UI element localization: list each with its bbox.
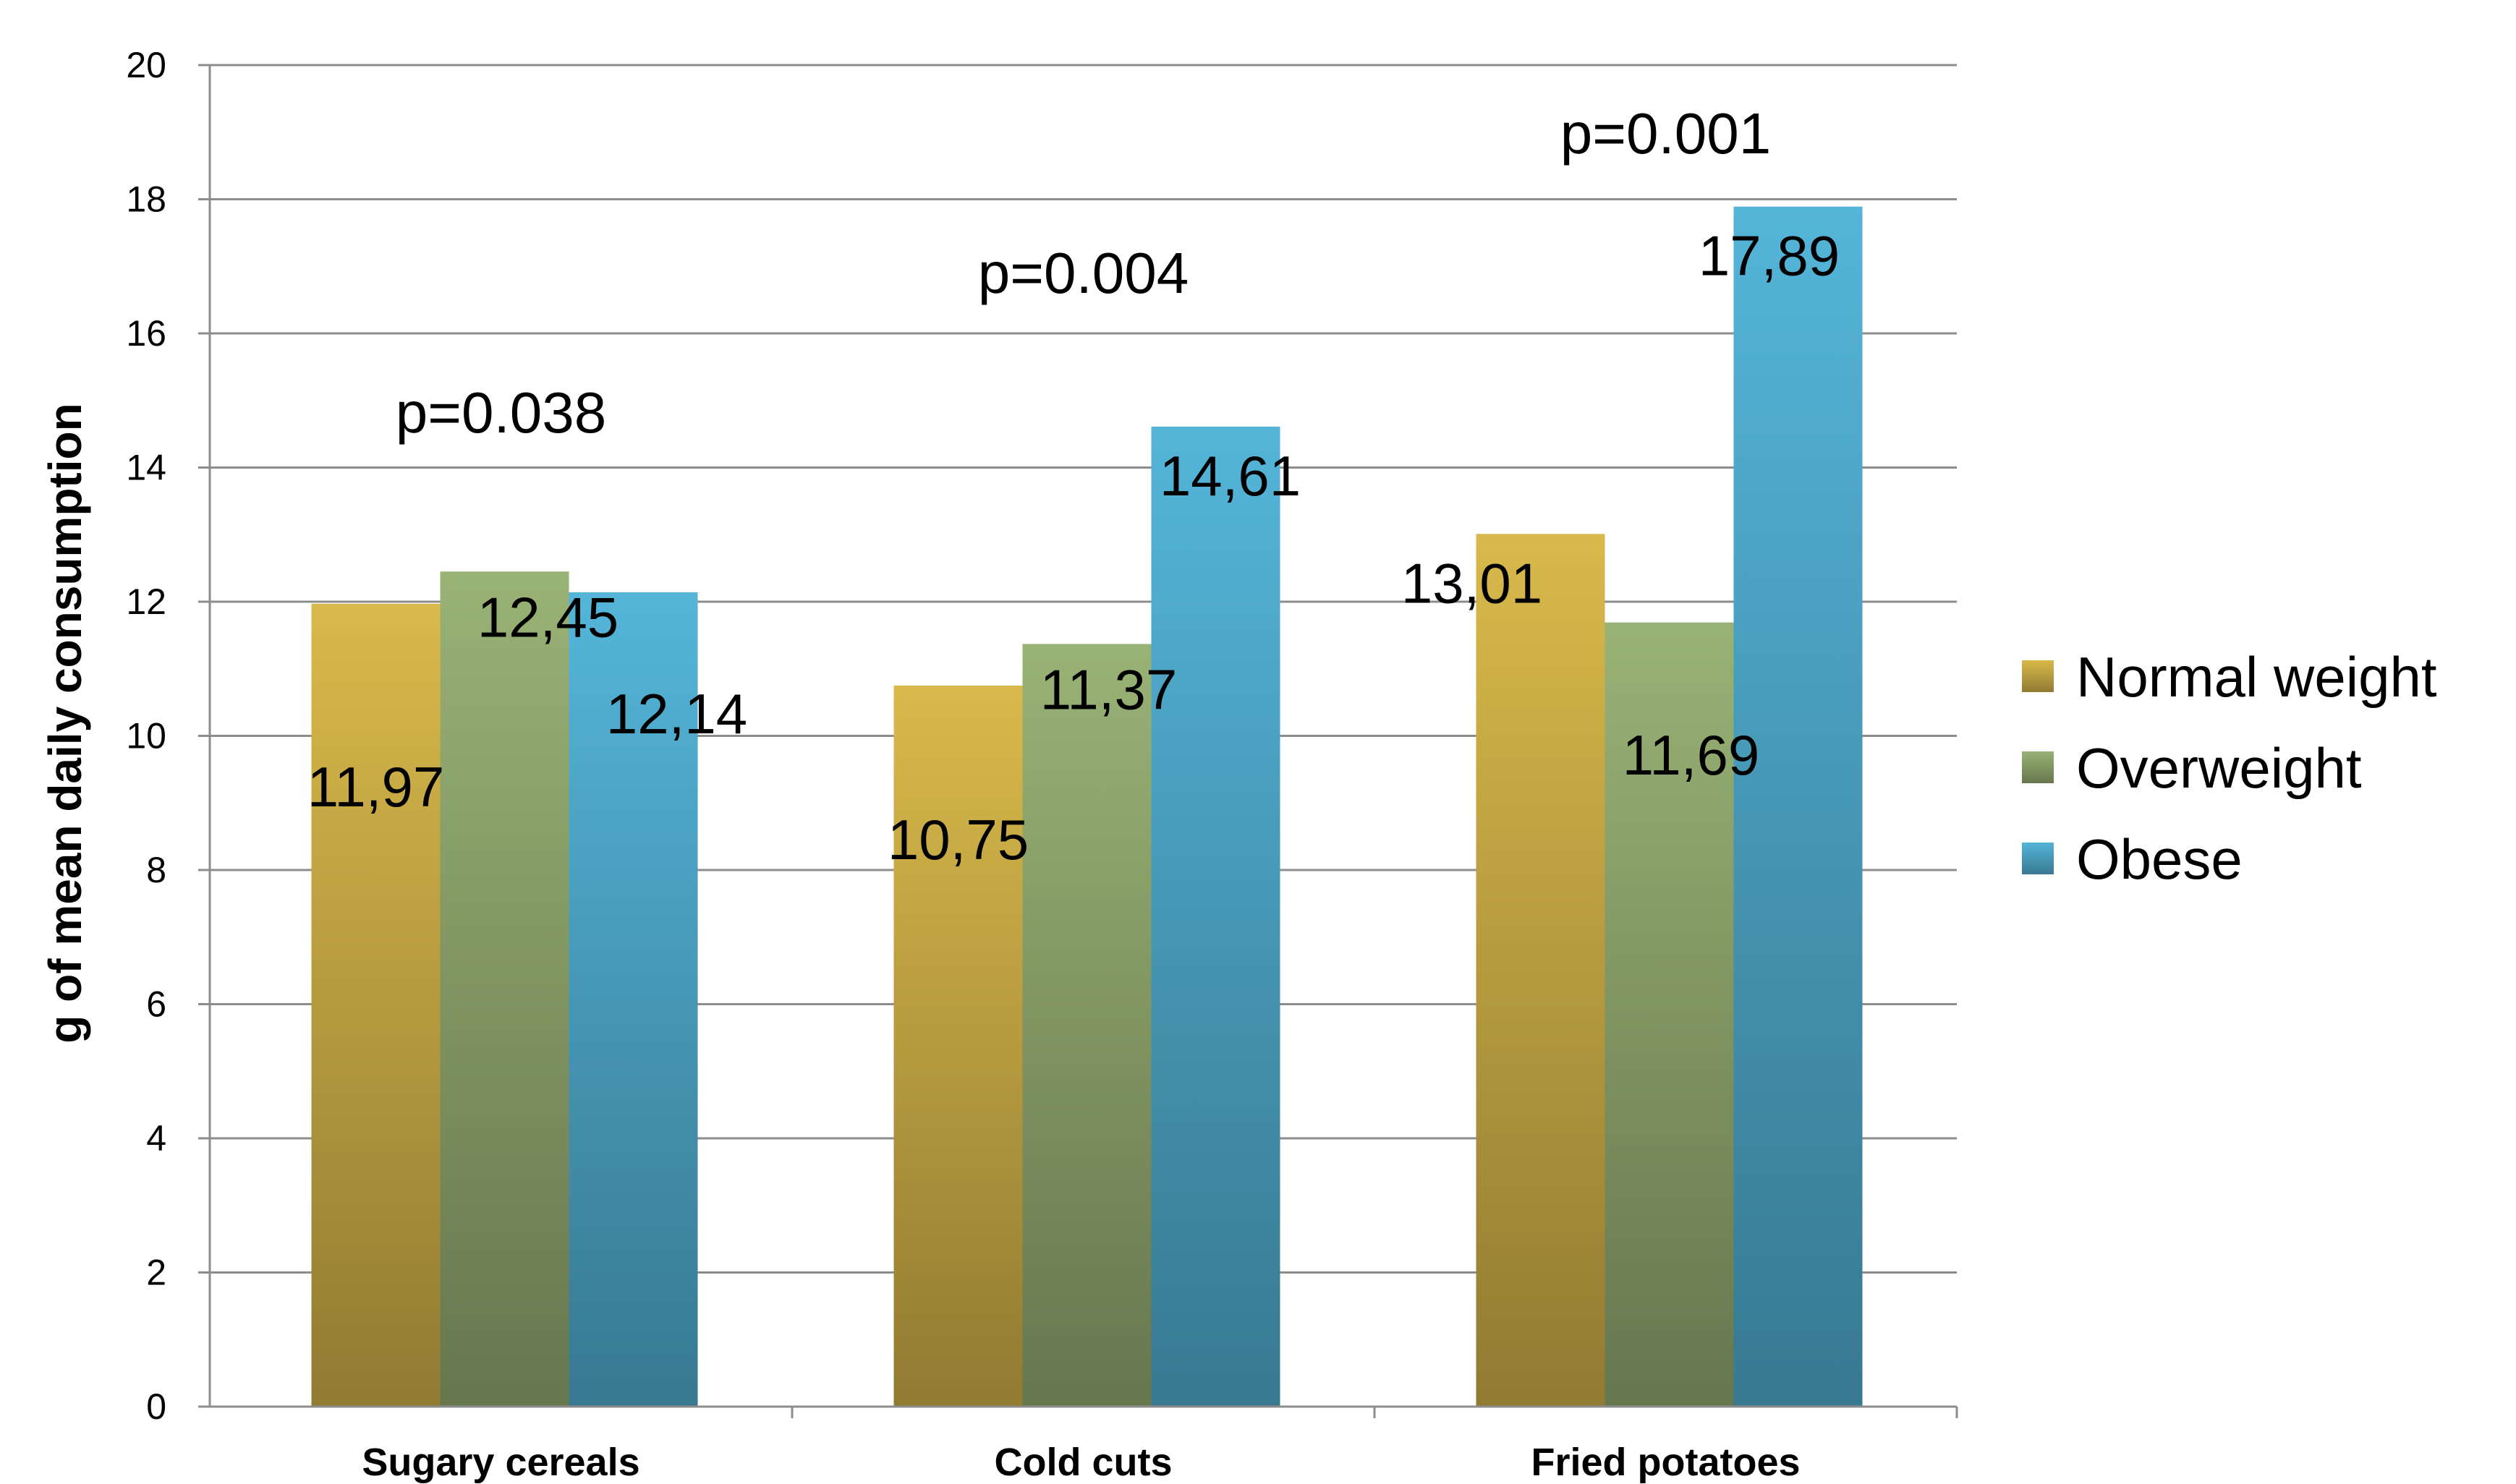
p-value-annotation: p=0.038 bbox=[396, 380, 606, 445]
y-tick-label: 18 bbox=[126, 179, 166, 220]
bar-overweight bbox=[1605, 622, 1734, 1407]
legend-label: Obese bbox=[2076, 827, 2243, 891]
data-label: 13,01 bbox=[1401, 551, 1542, 615]
y-tick-label: 20 bbox=[126, 45, 166, 85]
legend: Normal weight Overweight Obese bbox=[2022, 645, 2437, 891]
data-label: 11,69 bbox=[1623, 723, 1759, 787]
data-label: 14,61 bbox=[1160, 444, 1301, 508]
data-label: 17,89 bbox=[1699, 224, 1840, 288]
bar-obese bbox=[1151, 426, 1280, 1407]
data-label: 11,97 bbox=[307, 755, 444, 819]
y-tick-label: 2 bbox=[146, 1253, 166, 1293]
p-value-annotation: p=0.001 bbox=[1560, 101, 1771, 166]
labels: 0 2 4 6 8 10 12 14 16 18 20 Sugary cereals Cold cuts… bbox=[126, 45, 1840, 1484]
bar-normal-weight bbox=[311, 603, 441, 1407]
legend-label: Overweight bbox=[2076, 736, 2362, 800]
y-tick-label: 0 bbox=[146, 1386, 166, 1427]
bar-obese bbox=[1733, 206, 1863, 1407]
y-tick-label: 8 bbox=[146, 850, 166, 890]
bar-overweight bbox=[440, 571, 569, 1407]
bars bbox=[311, 206, 1863, 1407]
bar-overweight bbox=[1022, 644, 1152, 1407]
bar-obese bbox=[569, 592, 698, 1407]
data-label: 12,45 bbox=[477, 585, 619, 649]
legend-swatch bbox=[2022, 751, 2054, 783]
y-axis-title: g of mean daily consumption bbox=[39, 403, 91, 1043]
axes bbox=[198, 64, 1958, 1418]
x-category-label: Cold cuts bbox=[994, 1441, 1172, 1484]
data-label: 10,75 bbox=[888, 808, 1029, 871]
bar-normal-weight bbox=[893, 685, 1023, 1407]
y-tick-label: 12 bbox=[126, 581, 166, 622]
legend-swatch bbox=[2022, 843, 2054, 874]
legend-label: Normal weight bbox=[2076, 645, 2437, 709]
y-tick-label: 6 bbox=[146, 984, 166, 1025]
y-tick-label: 14 bbox=[126, 448, 166, 488]
data-label: 11,37 bbox=[1040, 657, 1177, 721]
y-tick-label: 4 bbox=[146, 1118, 166, 1159]
data-label: 12,14 bbox=[606, 682, 747, 746]
x-category-label: Fried potatoes bbox=[1531, 1441, 1800, 1484]
bar-normal-weight bbox=[1476, 534, 1605, 1407]
legend-swatch bbox=[2022, 660, 2054, 692]
p-value-annotation: p=0.004 bbox=[978, 241, 1189, 305]
y-tick-label: 16 bbox=[126, 313, 166, 354]
y-tick-label: 10 bbox=[126, 716, 166, 756]
x-category-label: Sugary cereals bbox=[362, 1441, 639, 1484]
